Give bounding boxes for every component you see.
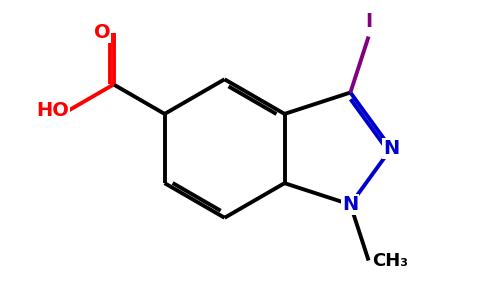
Text: I: I	[365, 12, 372, 31]
Text: N: N	[342, 195, 359, 214]
Text: HO: HO	[36, 101, 69, 120]
Text: N: N	[383, 139, 399, 158]
Text: CH₃: CH₃	[372, 251, 408, 269]
Text: O: O	[93, 23, 110, 42]
